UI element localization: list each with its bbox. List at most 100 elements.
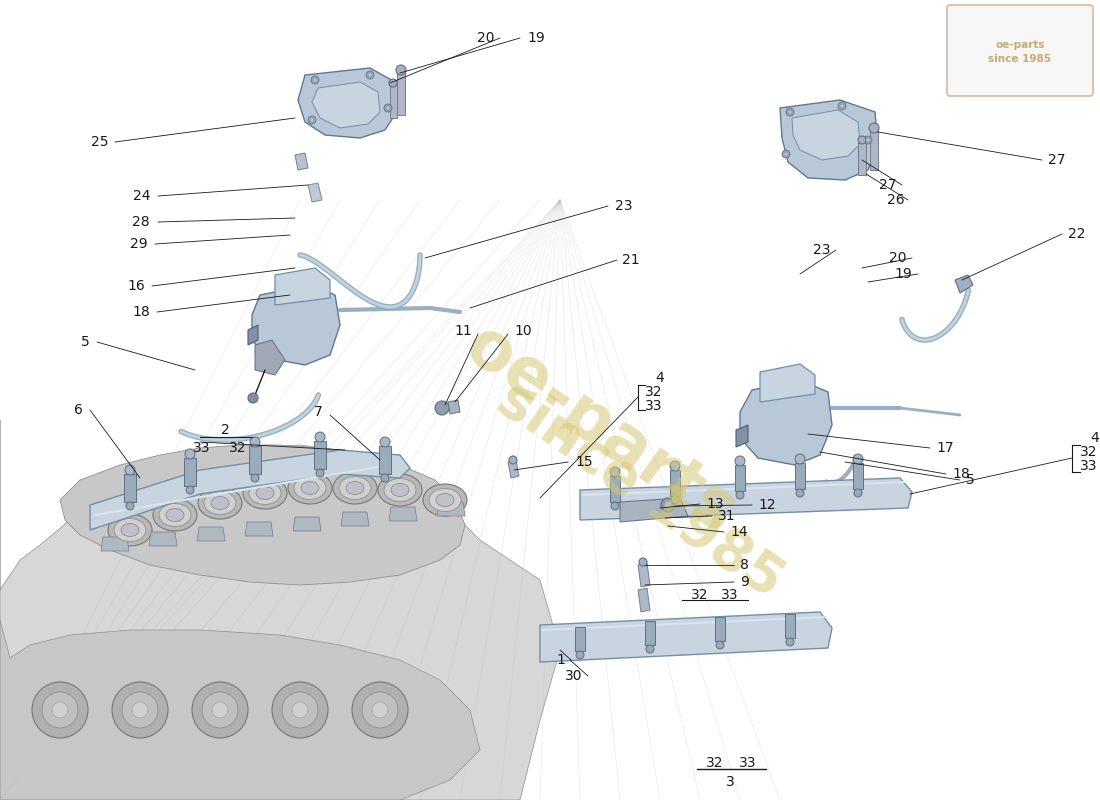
Circle shape xyxy=(716,641,724,649)
Polygon shape xyxy=(540,612,832,662)
Circle shape xyxy=(788,110,792,114)
Ellipse shape xyxy=(198,487,242,519)
Text: 23: 23 xyxy=(615,199,632,213)
Circle shape xyxy=(202,692,238,728)
Text: oe-parts
since 1985: oe-parts since 1985 xyxy=(989,40,1052,64)
Circle shape xyxy=(372,702,388,718)
Circle shape xyxy=(384,104,392,112)
Text: 32: 32 xyxy=(1080,445,1098,459)
Text: 33: 33 xyxy=(1080,459,1098,473)
Polygon shape xyxy=(715,617,725,641)
Circle shape xyxy=(396,65,406,75)
Polygon shape xyxy=(308,183,322,202)
Circle shape xyxy=(786,108,794,116)
Polygon shape xyxy=(740,380,832,465)
Text: oe-parts: oe-parts xyxy=(452,313,748,547)
Polygon shape xyxy=(148,532,177,546)
Polygon shape xyxy=(252,285,340,365)
Ellipse shape xyxy=(333,472,377,504)
Text: 20: 20 xyxy=(889,251,906,265)
Polygon shape xyxy=(508,460,519,478)
Text: 5: 5 xyxy=(81,335,90,349)
Circle shape xyxy=(854,489,862,497)
Text: 29: 29 xyxy=(131,237,149,251)
Polygon shape xyxy=(248,325,258,345)
Ellipse shape xyxy=(121,523,139,537)
Text: 25: 25 xyxy=(90,135,108,149)
Circle shape xyxy=(784,152,788,156)
Text: 4: 4 xyxy=(654,371,663,385)
Ellipse shape xyxy=(108,514,152,546)
Text: 18: 18 xyxy=(132,305,150,319)
Circle shape xyxy=(736,491,744,499)
Polygon shape xyxy=(90,450,410,530)
Circle shape xyxy=(212,702,228,718)
Circle shape xyxy=(185,449,195,459)
Polygon shape xyxy=(638,588,650,612)
Circle shape xyxy=(509,456,517,464)
Polygon shape xyxy=(124,474,136,502)
Circle shape xyxy=(186,486,194,494)
Circle shape xyxy=(132,702,148,718)
Circle shape xyxy=(379,437,390,447)
Circle shape xyxy=(362,692,398,728)
Text: 33: 33 xyxy=(645,399,662,413)
Circle shape xyxy=(122,692,158,728)
Circle shape xyxy=(292,702,308,718)
Text: 6: 6 xyxy=(74,403,82,417)
Text: 23: 23 xyxy=(813,243,830,257)
Ellipse shape xyxy=(288,472,332,504)
Text: 32: 32 xyxy=(645,385,662,399)
Ellipse shape xyxy=(114,518,146,542)
Polygon shape xyxy=(870,130,878,170)
Circle shape xyxy=(381,474,389,482)
Circle shape xyxy=(858,136,866,144)
Circle shape xyxy=(314,78,317,82)
Text: 17: 17 xyxy=(936,441,954,455)
Ellipse shape xyxy=(256,486,274,499)
Text: 33: 33 xyxy=(739,756,757,770)
Text: 32: 32 xyxy=(691,588,708,602)
Text: 19: 19 xyxy=(894,267,912,281)
Circle shape xyxy=(838,102,846,110)
Ellipse shape xyxy=(301,482,319,494)
Polygon shape xyxy=(295,153,308,170)
Polygon shape xyxy=(785,614,795,638)
Polygon shape xyxy=(397,72,405,115)
Circle shape xyxy=(366,71,374,79)
Polygon shape xyxy=(780,100,878,180)
Text: 31: 31 xyxy=(718,509,736,523)
Polygon shape xyxy=(437,502,465,516)
Ellipse shape xyxy=(153,499,197,531)
Text: 11: 11 xyxy=(454,324,472,338)
Polygon shape xyxy=(610,476,620,502)
Circle shape xyxy=(639,558,647,566)
Circle shape xyxy=(386,106,390,110)
Circle shape xyxy=(310,118,314,122)
Text: 21: 21 xyxy=(621,253,639,267)
Text: 1: 1 xyxy=(557,653,565,667)
Circle shape xyxy=(282,692,318,728)
Circle shape xyxy=(670,461,680,471)
Circle shape xyxy=(782,150,790,158)
Circle shape xyxy=(352,682,408,738)
Circle shape xyxy=(42,692,78,728)
Polygon shape xyxy=(735,465,745,491)
Text: 33: 33 xyxy=(722,588,739,602)
Ellipse shape xyxy=(166,509,184,522)
Text: 20: 20 xyxy=(476,31,494,45)
Polygon shape xyxy=(858,142,866,175)
Polygon shape xyxy=(792,110,860,160)
Ellipse shape xyxy=(346,482,364,494)
Circle shape xyxy=(316,469,324,477)
Text: 7: 7 xyxy=(315,405,323,419)
Polygon shape xyxy=(184,458,196,486)
Circle shape xyxy=(32,682,88,738)
Circle shape xyxy=(248,393,258,403)
Circle shape xyxy=(315,432,324,442)
Polygon shape xyxy=(955,275,974,293)
Polygon shape xyxy=(389,507,417,521)
Ellipse shape xyxy=(249,482,280,505)
Circle shape xyxy=(864,136,872,144)
Polygon shape xyxy=(197,527,226,541)
